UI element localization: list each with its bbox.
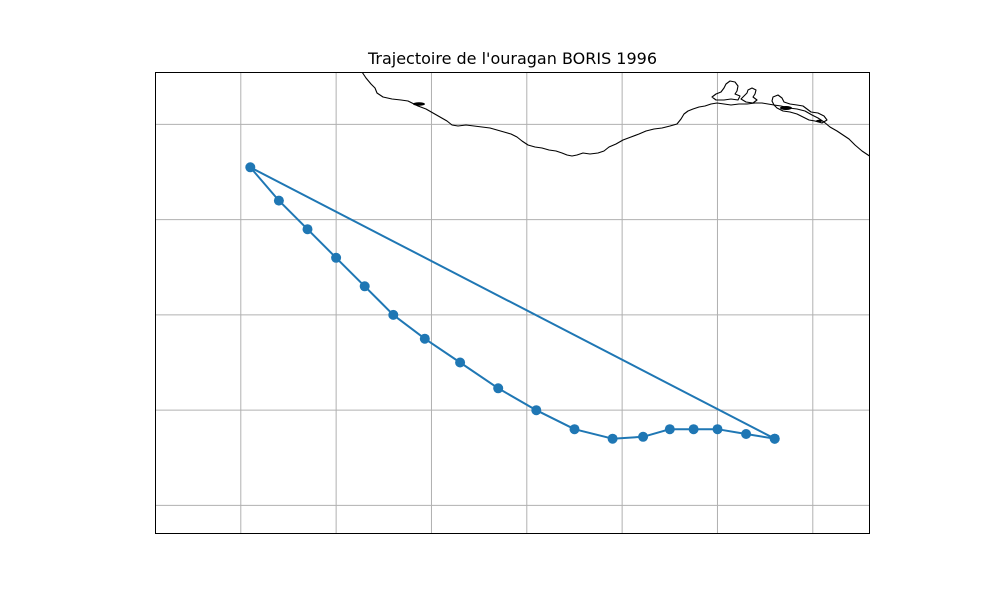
coastline bbox=[361, 72, 870, 157]
map-frame bbox=[155, 72, 870, 534]
lagoon-outline bbox=[740, 87, 758, 104]
gridlines bbox=[155, 72, 870, 534]
track-point bbox=[638, 431, 649, 442]
lagoon-fill bbox=[780, 106, 792, 110]
track-point bbox=[331, 252, 342, 263]
track-point bbox=[664, 424, 675, 435]
track-point bbox=[531, 405, 542, 416]
track-point bbox=[607, 433, 618, 444]
track-point bbox=[302, 224, 313, 235]
track-point bbox=[359, 281, 370, 292]
track-point bbox=[712, 424, 723, 435]
track-point bbox=[769, 433, 780, 444]
track-point bbox=[455, 357, 466, 368]
track-point bbox=[419, 333, 430, 344]
track-point bbox=[688, 424, 699, 435]
lagoon-outline bbox=[711, 80, 741, 101]
track-point bbox=[569, 424, 580, 435]
coastline-layer bbox=[361, 72, 870, 157]
chart-title: Trajectoire de l'ouragan BORIS 1996 bbox=[367, 49, 657, 68]
lagoon-fill bbox=[413, 102, 425, 106]
track-point bbox=[741, 429, 752, 439]
track-point bbox=[245, 162, 256, 173]
track-point bbox=[493, 383, 504, 394]
lagoon-fill bbox=[816, 119, 822, 123]
track-point bbox=[388, 309, 399, 320]
lagoon-outline bbox=[771, 94, 828, 124]
hurricane-track bbox=[245, 162, 780, 444]
track-point bbox=[273, 195, 284, 206]
